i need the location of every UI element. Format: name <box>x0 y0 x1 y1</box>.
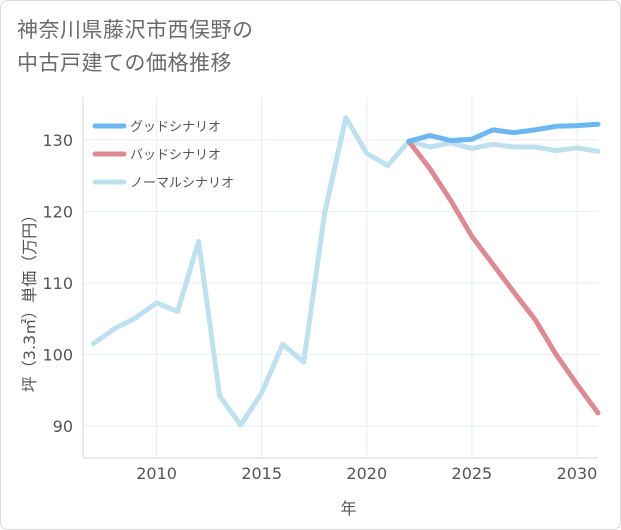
series-line-bad <box>406 138 601 416</box>
chart-title: 神奈川県藤沢市西俣野の 中古戸建ての価格推移 <box>17 14 254 80</box>
plot-area <box>83 97 598 458</box>
y-tick-label: 100 <box>42 345 73 364</box>
x-tick-label: 2015 <box>241 464 282 483</box>
x-tick-label: 2030 <box>557 464 598 483</box>
x-tick-label: 2010 <box>136 464 177 483</box>
legend-label: ノーマルシナリオ <box>130 176 234 191</box>
chart-title-line1: 神奈川県藤沢市西俣野の <box>17 18 254 42</box>
chart-title-line2: 中古戸建ての価格推移 <box>17 51 232 75</box>
y-tick-label: 130 <box>42 131 73 150</box>
y-tick-label: 120 <box>42 202 73 221</box>
x-axis-label: 年 <box>340 499 356 518</box>
x-tick-label: 2020 <box>346 464 387 483</box>
x-tick-label: 2025 <box>452 464 493 483</box>
legend-label: バッドシナリオ <box>130 148 221 163</box>
series-lines <box>91 115 601 428</box>
legend-label: グッドシナリオ <box>130 120 221 135</box>
series-line-normal <box>91 115 601 428</box>
y-axis-label: 坪（3.3㎡）単価（万円） <box>20 207 39 392</box>
y-tick-label: 110 <box>42 274 73 293</box>
series-line-good <box>406 121 601 144</box>
axes: 2010 2015 2020 2025 2030 90 100 110 120 130 <box>42 97 598 483</box>
y-tick-label: 90 <box>53 417 73 436</box>
